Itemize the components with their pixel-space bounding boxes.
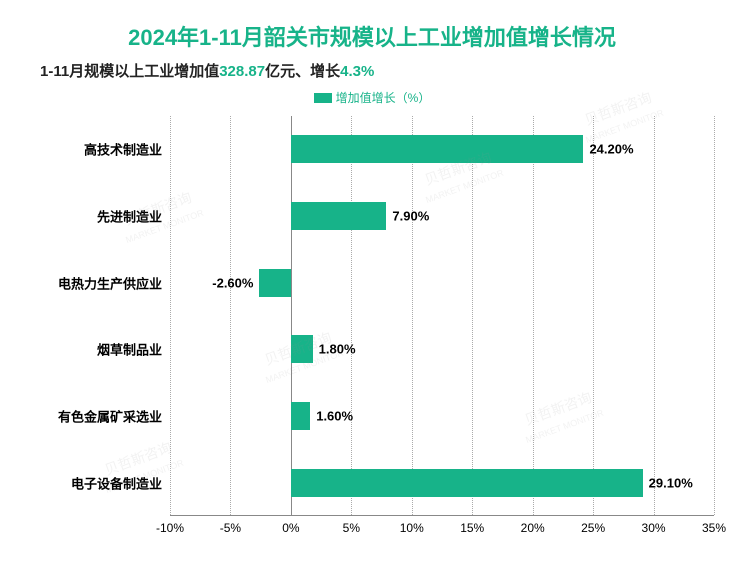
category-label: 电热力生产供应业 <box>58 273 162 292</box>
x-tick-label: 20% <box>521 521 545 535</box>
category-label: 烟草制品业 <box>97 340 162 359</box>
gridline <box>230 116 231 515</box>
x-axis-labels: -10%-5%0%5%10%15%20%25%30%35% <box>170 521 714 541</box>
title-text: 2024年1-11月韶关市规模以上工业增加值增长情况 <box>128 25 616 50</box>
subtitle-mid: 亿元、增长 <box>265 63 340 80</box>
y-axis-labels: 高技术制造业先进制造业电热力生产供应业烟草制品业有色金属矿采选业电子设备制造业 <box>40 116 170 516</box>
bar-value-label: 24.20% <box>589 142 633 157</box>
bar <box>291 335 313 363</box>
x-tick-label: 10% <box>400 521 424 535</box>
bar <box>291 135 584 163</box>
bar <box>291 469 643 497</box>
chart-subtitle: 1-11月规模以上工业增加值328.87亿元、增长4.3% <box>0 60 744 89</box>
gridline <box>533 116 534 515</box>
chart-plot: 高技术制造业先进制造业电热力生产供应业烟草制品业有色金属矿采选业电子设备制造业 … <box>40 116 714 556</box>
category-label: 电子设备制造业 <box>71 473 162 492</box>
gridline <box>170 116 171 515</box>
gridline <box>351 116 352 515</box>
x-tick-label: -10% <box>156 521 184 535</box>
chart-area: 24.20% 7.90% -2.60% 1.80% 1.60% 29.10% <box>170 116 714 516</box>
category-label: 有色金属矿采选业 <box>58 407 162 426</box>
subtitle-value1: 328.87 <box>219 63 265 80</box>
gridline <box>654 116 655 515</box>
subtitle-prefix: 1-11月规模以上工业增加值 <box>40 63 219 80</box>
legend-marker <box>314 93 332 103</box>
x-tick-label: -5% <box>220 521 241 535</box>
chart-legend: 增加值增长（%） <box>0 89 744 116</box>
subtitle-value2: 4.3% <box>340 63 374 80</box>
chart-title: 2024年1-11月韶关市规模以上工业增加值增长情况 <box>0 0 744 60</box>
x-tick-label: 0% <box>282 521 299 535</box>
bar-value-label: 1.80% <box>319 342 356 357</box>
x-tick-label: 35% <box>702 521 726 535</box>
category-label: 先进制造业 <box>97 207 162 226</box>
gridline <box>714 116 715 515</box>
x-tick-label: 25% <box>581 521 605 535</box>
bar-value-label: 1.60% <box>316 409 353 424</box>
bar-value-label: 29.10% <box>649 475 693 490</box>
x-tick-label: 30% <box>642 521 666 535</box>
bar-value-label: -2.60% <box>212 275 253 290</box>
x-tick-label: 5% <box>343 521 360 535</box>
legend-text: 增加值增长（%） <box>336 91 431 105</box>
bar <box>259 269 290 297</box>
category-label: 高技术制造业 <box>84 140 162 159</box>
gridline <box>472 116 473 515</box>
bar-value-label: 7.90% <box>392 209 429 224</box>
gridline <box>412 116 413 515</box>
gridline <box>593 116 594 515</box>
zero-axis-line <box>291 116 292 515</box>
bar <box>291 202 387 230</box>
bar <box>291 402 310 430</box>
x-tick-label: 15% <box>460 521 484 535</box>
